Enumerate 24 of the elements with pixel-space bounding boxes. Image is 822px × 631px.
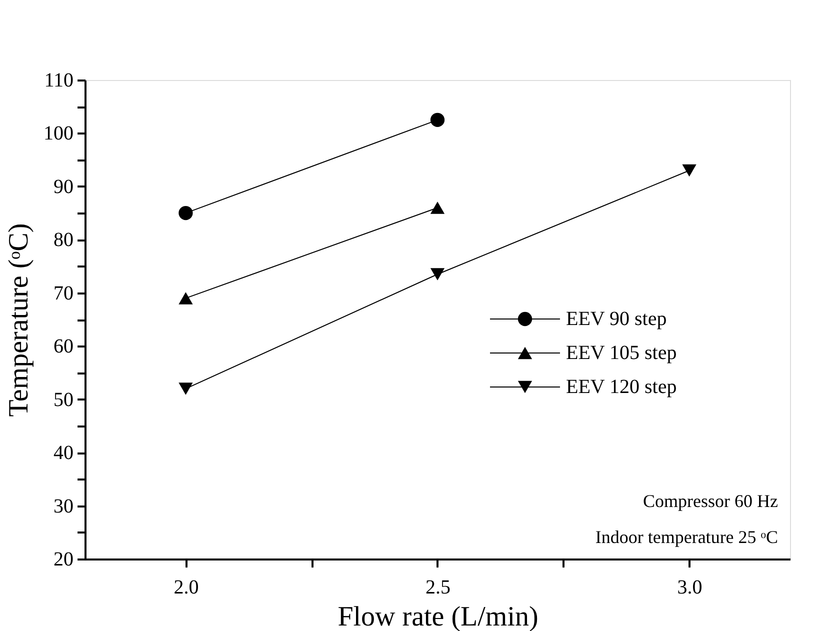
y-tick-label: 50 — [54, 388, 74, 411]
y-tick-label: 20 — [54, 548, 74, 570]
point — [682, 164, 696, 177]
annotation: Indoor temperature 25 ᵒC — [595, 527, 778, 547]
y-tick-label: 60 — [54, 336, 74, 358]
x-tick-label: 2.0 — [174, 576, 199, 598]
x-tick-label: 2.5 — [426, 576, 450, 598]
y-tick-label: 100 — [44, 122, 74, 145]
y-tick-label: 110 — [44, 70, 74, 92]
annotation: Compressor 60 Hz — [643, 491, 778, 511]
legend-label: EEV 120 step — [566, 376, 677, 398]
x-tick-label: 3.0 — [677, 576, 702, 598]
y-tick-label: 70 — [54, 282, 74, 304]
y-tick-label: 40 — [54, 442, 74, 464]
point — [430, 268, 445, 280]
y-tick-label: 90 — [54, 176, 74, 198]
point — [178, 382, 193, 395]
y-axis-title: Temperature (ᵒC) — [4, 223, 34, 417]
legend-label: EEV 90 step — [566, 308, 667, 330]
y-tick-label: 30 — [54, 495, 74, 518]
y-tick-label: 80 — [54, 229, 74, 252]
point — [178, 206, 193, 220]
legend-label: EEV 105 step — [566, 342, 677, 364]
point — [430, 112, 445, 127]
